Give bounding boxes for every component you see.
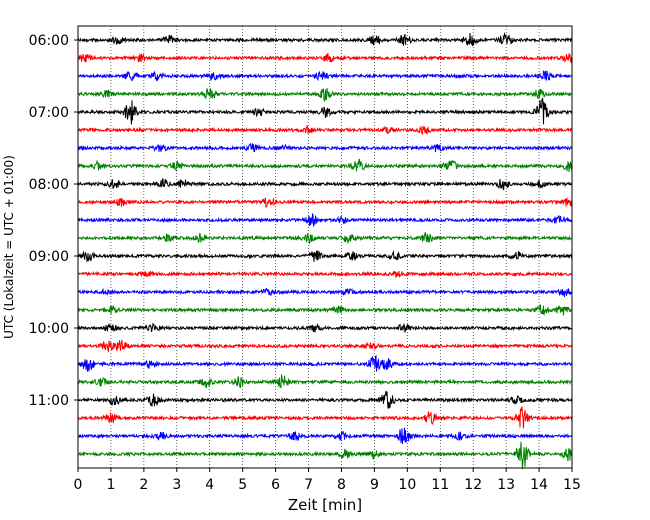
x-axis-label: Zeit [min]: [288, 496, 362, 514]
trace-0845: [77, 231, 573, 245]
x-tick-label-8: 8: [337, 477, 346, 493]
x-tick-label-15: 15: [563, 477, 581, 493]
y-tick-label-0700: 07:00: [29, 105, 69, 121]
trace-0700: [77, 97, 573, 125]
x-tick-label-2: 2: [139, 477, 148, 493]
trace-0715: [77, 125, 573, 136]
trace-1115: [77, 406, 573, 429]
x-tick-label-1: 1: [106, 477, 115, 493]
y-tick-label-1000: 10:00: [29, 321, 69, 337]
trace-0815: [77, 197, 573, 209]
trace-0830: [77, 213, 573, 228]
plot-frame: [77, 25, 573, 469]
trace-1145: [77, 441, 573, 470]
trace-0945: [77, 303, 573, 316]
trace-0630: [77, 70, 573, 82]
y-tick-label-0900: 09:00: [29, 249, 69, 265]
trace-1045: [77, 374, 573, 389]
trace-0915: [77, 270, 573, 279]
x-tick-label-0: 0: [74, 477, 83, 493]
x-tick-label-3: 3: [172, 477, 181, 493]
x-tick-label-13: 13: [497, 477, 515, 493]
x-tick-label-7: 7: [304, 477, 313, 493]
trace-1000: [77, 322, 573, 333]
x-tick-label-5: 5: [238, 477, 247, 493]
x-tick-label-12: 12: [464, 477, 482, 493]
x-axis-ticks: 0 1 2 3 4 5 6 7 8 9 10 11 12 13 14 15: [74, 468, 581, 493]
trace-1015: [77, 339, 573, 353]
trace-0600: [77, 31, 573, 47]
trace-group: [77, 31, 573, 470]
y-tick-label-1100: 11:00: [29, 393, 69, 409]
x-tick-label-4: 4: [205, 477, 214, 493]
y-axis-label: UTC (Lokalzeit = UTC + 01:00): [2, 155, 16, 339]
trace-0730: [77, 143, 573, 153]
x-tick-label-10: 10: [398, 477, 416, 493]
trace-0900: [77, 250, 573, 263]
x-tick-label-9: 9: [370, 477, 379, 493]
x-tick-label-6: 6: [271, 477, 280, 493]
trace-1130: [77, 427, 573, 445]
y-tick-label-0800: 08:00: [29, 177, 69, 193]
trace-1100: [77, 390, 572, 409]
trace-0800: [77, 178, 573, 191]
x-tick-label-11: 11: [431, 477, 449, 493]
x-tick-label-14: 14: [530, 477, 548, 493]
trace-0745: [77, 158, 573, 173]
trace-0930: [77, 287, 573, 297]
y-tick-label-0600: 06:00: [29, 33, 69, 49]
trace-0615: [77, 53, 573, 64]
y-axis-ticks: 06:00 07:00 08:00 09:00 10:00 11:00: [29, 33, 78, 409]
trace-0645: [77, 87, 573, 103]
trace-1030: [77, 354, 573, 372]
